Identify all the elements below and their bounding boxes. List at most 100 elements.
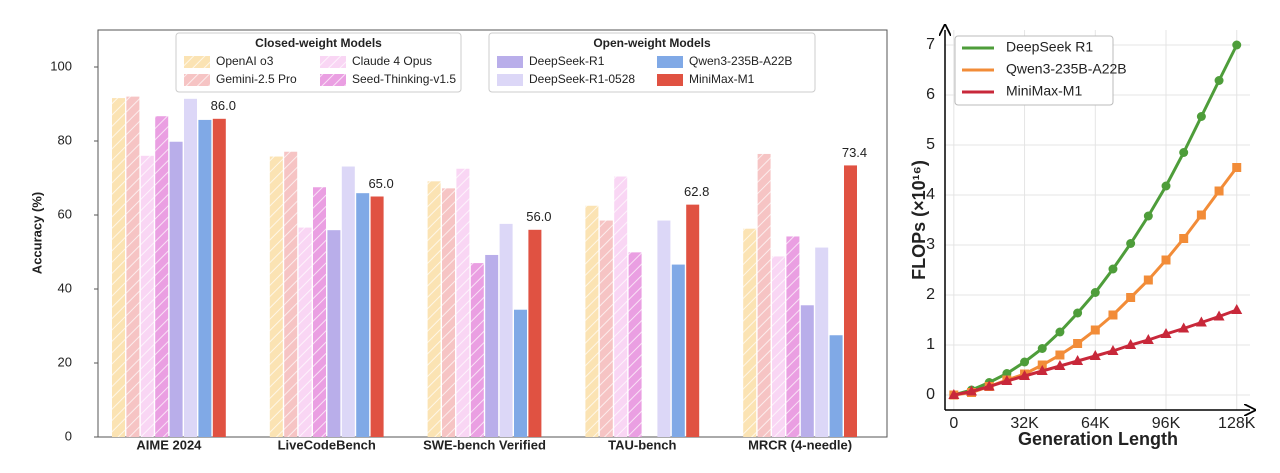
point <box>1090 325 1100 335</box>
point <box>1179 148 1189 157</box>
bar <box>327 230 341 437</box>
y-tick-label: 5 <box>926 136 935 153</box>
legend-label: DeepSeek-R1 <box>529 54 605 68</box>
bar <box>800 305 814 437</box>
bar <box>169 141 183 438</box>
bar <box>829 335 843 437</box>
legend-swatch <box>497 56 523 68</box>
legend-swatch <box>657 56 683 68</box>
bar <box>112 98 125 437</box>
point <box>948 389 960 399</box>
bar <box>485 254 499 437</box>
bar <box>442 188 455 437</box>
y-tick-label: 40 <box>58 280 72 295</box>
bar <box>184 98 197 437</box>
y-tick-label: 4 <box>926 186 935 203</box>
bar <box>298 227 312 437</box>
bar <box>499 223 513 437</box>
bar <box>269 156 283 438</box>
point <box>1126 239 1136 248</box>
point <box>1108 264 1118 274</box>
y-tick-label: 1 <box>926 336 935 353</box>
point <box>1142 334 1154 344</box>
point <box>1037 344 1047 353</box>
point <box>1232 40 1242 50</box>
bar <box>614 176 628 437</box>
x-tick-label: LiveCodeBench <box>278 437 376 452</box>
point <box>1196 210 1206 220</box>
point <box>1126 293 1136 302</box>
y-tick-label: 3 <box>926 236 935 253</box>
bar <box>198 119 212 437</box>
point <box>1054 360 1066 370</box>
point <box>1160 328 1172 338</box>
bar <box>313 187 326 437</box>
point <box>1195 316 1207 327</box>
value-label: 56.0 <box>526 209 551 224</box>
value-label: 62.8 <box>684 184 709 199</box>
y-tick-label: 2 <box>926 286 935 303</box>
y-tick-label: 0 <box>926 386 935 403</box>
point <box>1108 310 1118 320</box>
point <box>1143 211 1153 221</box>
x-tick-label: 128K <box>1218 415 1256 432</box>
bar <box>671 264 685 437</box>
bar <box>427 181 441 437</box>
legend-label: DeepSeek-R1-0528 <box>529 72 635 86</box>
x-tick-label: 0 <box>949 415 958 432</box>
point <box>1178 322 1190 333</box>
point <box>1089 350 1101 360</box>
bar <box>284 151 298 438</box>
bar <box>514 309 527 437</box>
y-tick-label: 80 <box>58 132 72 147</box>
bar <box>528 229 542 437</box>
point <box>1072 355 1084 365</box>
y-axis-label: Accuracy (%) <box>29 192 44 274</box>
x-axis-label: Generation Length <box>1018 429 1178 449</box>
point <box>1161 181 1171 191</box>
bar <box>844 165 857 438</box>
y-axis-label: FLOPs (×10¹⁶) <box>909 160 929 280</box>
legend-swatch <box>320 56 346 68</box>
legend-label: Qwen3-235B-A22B <box>689 54 792 68</box>
point <box>1020 357 1030 367</box>
bar <box>470 263 484 437</box>
point <box>1055 327 1065 337</box>
point <box>1090 288 1100 297</box>
bar <box>140 155 154 438</box>
x-tick-label: 96K <box>1152 415 1181 432</box>
legend-swatch <box>497 74 523 86</box>
point <box>1196 112 1206 121</box>
point <box>1213 310 1225 321</box>
x-tick-label: MRCR (4-needle) <box>748 437 852 452</box>
bar <box>772 256 785 437</box>
legend-label: Claude 4 Opus <box>352 54 432 68</box>
legend-title: Closed-weight Models <box>255 36 382 50</box>
point <box>1001 375 1013 385</box>
point <box>1073 339 1083 348</box>
y-tick-label: 100 <box>50 58 72 73</box>
bar <box>212 118 226 438</box>
bar <box>370 196 384 437</box>
point <box>1107 345 1119 355</box>
legend-swatch <box>657 74 683 86</box>
bar <box>585 205 599 437</box>
point <box>1232 163 1242 172</box>
point <box>966 385 978 396</box>
legend-label: MiniMax-M1 <box>689 72 755 86</box>
bar <box>456 168 470 437</box>
point <box>1231 304 1243 314</box>
legend-label: Seed-Thinking-v1.5 <box>352 72 456 86</box>
y-tick-label: 0 <box>65 428 72 443</box>
y-tick-label: 7 <box>926 36 935 53</box>
value-label: 86.0 <box>211 98 236 113</box>
point <box>1019 370 1031 380</box>
bar <box>743 228 757 437</box>
x-tick-label: AIME 2024 <box>136 437 202 452</box>
point <box>1179 234 1189 243</box>
y-tick-label: 6 <box>926 86 935 103</box>
legend-box <box>954 35 1114 106</box>
bar <box>356 193 370 437</box>
y-tick-label: 20 <box>58 354 72 369</box>
bar <box>126 96 140 437</box>
